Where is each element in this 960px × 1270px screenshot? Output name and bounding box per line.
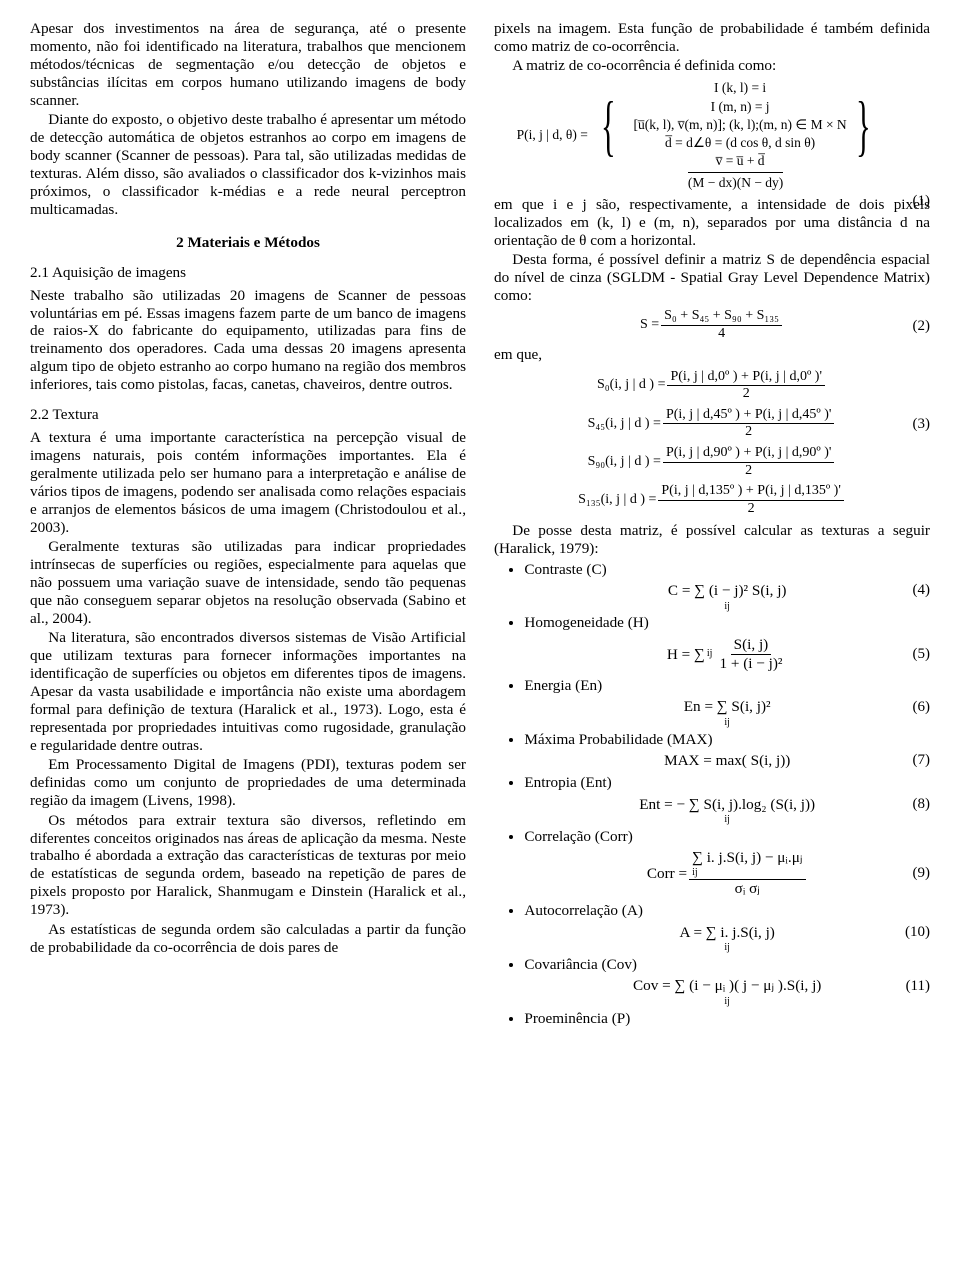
paragraph: Na literatura, são encontrados diversos … xyxy=(30,629,466,755)
feature-energia: Energia (En) En = ∑ S(i, j)²(6) ij xyxy=(524,677,930,729)
paragraph: Neste trabalho são utilizadas 20 imagens… xyxy=(30,287,466,395)
equation-2: S = S₀ + S₄₅ + S₉₀ + S₁₃₅4 (2) xyxy=(494,308,930,343)
equation-number: (3) xyxy=(913,415,931,433)
feature-homogeneidade: Homogeneidade (H) H = ∑ ij S(i, j)1 + (i… xyxy=(524,614,930,673)
feature-list: Contraste (C) C = ∑ (i − j)² S(i, j)(4) … xyxy=(524,561,930,1028)
paragraph: Geralmente texturas são utilizadas para … xyxy=(30,538,466,628)
paragraph: A matriz de co-ocorrência é definida com… xyxy=(494,57,930,75)
paragraph: As estatísticas de segunda ordem são cal… xyxy=(30,921,466,957)
paragraph: A textura é uma importante característic… xyxy=(30,429,466,537)
feature-contraste: Contraste (C) C = ∑ (i − j)² S(i, j)(4) … xyxy=(524,561,930,613)
equation-1: P(i, j | d, θ) = { I (k, l) = i I (m, n)… xyxy=(494,79,930,191)
label: em que, xyxy=(494,346,930,364)
section-heading: 2 Materiais e Métodos xyxy=(30,234,466,252)
feature-proeminencia: Proeminência (P) xyxy=(524,1010,930,1028)
eq-lhs: P(i, j | d, θ) = xyxy=(517,127,588,143)
equation-number: (1) xyxy=(913,192,931,210)
paragraph: Apesar dos investimentos na área de segu… xyxy=(30,20,466,110)
feature-correlacao: Correlação (Corr) Corr = ∑ i. j.S(i, j) … xyxy=(524,828,930,898)
equation-3-group: S₀(i, j | d ) =P(i, j | d,0º ) + P(i, j … xyxy=(494,369,930,518)
feature-entropia: Entropia (Ent) Ent = − ∑ S(i, j).log₂ (S… xyxy=(524,774,930,826)
paragraph: De posse desta matriz, é possível calcul… xyxy=(494,522,930,558)
subsection-heading: 2.1 Aquisição de imagens xyxy=(30,264,466,282)
paragraph: Em Processamento Digital de Imagens (PDI… xyxy=(30,756,466,810)
feature-max-prob: Máxima Probabilidade (MAX) MAX = max( S(… xyxy=(524,731,930,771)
paragraph: em que i e j são, respectivamente, a int… xyxy=(494,196,930,250)
paragraph: Os métodos para extrair textura são dive… xyxy=(30,812,466,920)
paragraph: Desta forma, é possível definir a matriz… xyxy=(494,251,930,305)
equation-number: (2) xyxy=(913,317,931,335)
feature-covariancia: Covariância (Cov) Cov = ∑ (i − μᵢ )( j −… xyxy=(524,956,930,1008)
feature-autocorrelacao: Autocorrelação (A) A = ∑ i. j.S(i, j)(10… xyxy=(524,902,930,954)
subsection-heading: 2.2 Textura xyxy=(30,406,466,424)
paragraph: pixels na imagem. Esta função de probabi… xyxy=(494,20,930,56)
paragraph: Diante do exposto, o objetivo deste trab… xyxy=(30,111,466,219)
